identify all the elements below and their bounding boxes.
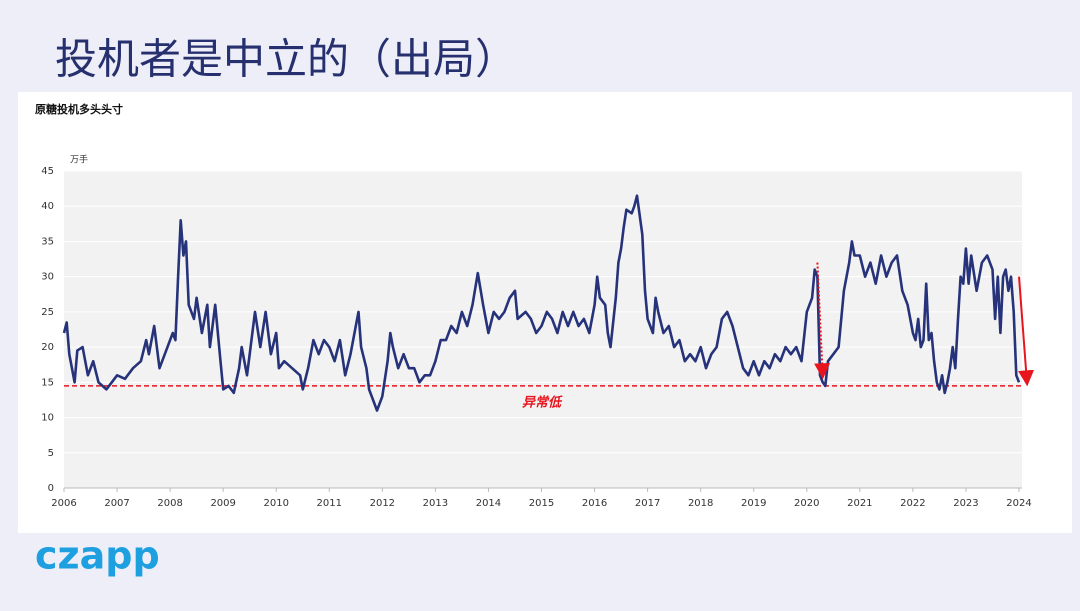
logo: czapp [35,534,160,578]
x-tick-label: 2016 [582,498,607,509]
x-tick-label: 2010 [263,498,288,509]
x-tick-label: 2021 [847,498,872,509]
y-tick-label: 10 [41,413,54,424]
chart-title: 原糖投机多头头寸 [35,102,123,116]
x-tick-label: 2006 [51,498,76,509]
y-tick-label: 25 [41,307,54,318]
x-tick-label: 2009 [210,498,235,509]
x-tick-label: 2007 [104,498,129,509]
x-tick-label: 2014 [476,498,501,509]
x-tick-label: 2012 [370,498,395,509]
x-tick-label: 2015 [529,498,554,509]
annotation-arrow [1018,276,1035,387]
x-tick-label: 2024 [1006,498,1031,509]
annotation-arrow [814,262,831,380]
x-tick-label: 2008 [157,498,182,509]
y-tick-label: 45 [41,166,54,177]
x-tick-label: 2018 [688,498,713,509]
x-tick-label: 2023 [953,498,978,509]
y-tick-label: 20 [41,342,54,353]
y-unit: 万手 [70,154,88,166]
y-tick-label: 15 [41,377,54,388]
y-tick-label: 5 [48,448,54,459]
x-tick-label: 2022 [900,498,925,509]
line-series [62,194,1021,412]
x-tick-label: 2020 [794,498,819,509]
y-tick-label: 0 [48,483,54,494]
x-tick-label: 2011 [317,498,342,509]
y-tick-label: 30 [41,272,54,283]
y-tick-label: 40 [41,201,54,212]
x-tick-label: 2017 [635,498,660,509]
x-tick-label: 2013 [423,498,448,509]
plot: 0 5 10 15 20 25 30 35 40 45 2006 2007 2008 2009 2010 20… [41,166,1035,509]
plot-area [64,171,1022,488]
slide-title: 投机者是中立的（出局） [55,35,517,84]
y-tick-label: 35 [41,236,54,247]
reference-label: 异常低 [522,394,563,410]
x-tick-label: 2019 [741,498,766,509]
